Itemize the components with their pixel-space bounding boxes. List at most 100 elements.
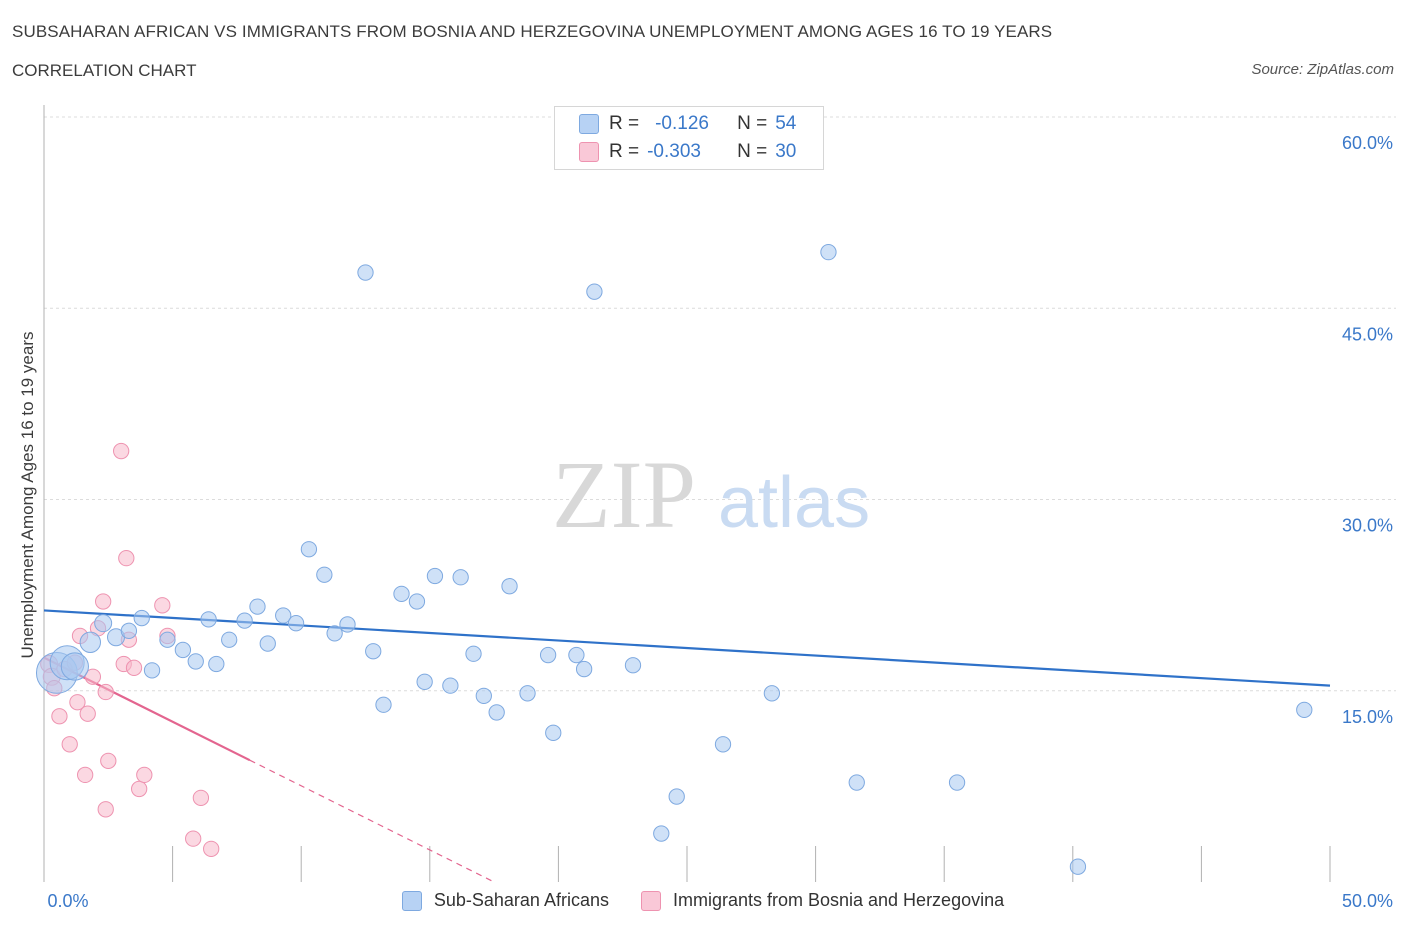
subsaharan-point [393, 585, 410, 602]
subsaharan-point [948, 774, 966, 791]
r-value: -0.303 [647, 141, 701, 162]
subsaharan-point [848, 774, 865, 791]
subsaharan-point [79, 631, 101, 653]
subsaharan-point [452, 569, 469, 586]
bosnia-point [61, 736, 78, 753]
subsaharan-point [174, 641, 192, 659]
subsaharan-point [326, 625, 343, 642]
subsaharan-point [208, 655, 225, 673]
subsaharan-point [375, 696, 392, 713]
y-tick-label: 60.0% [1342, 133, 1393, 153]
subsaharan-point [653, 825, 670, 842]
bosnia-point [79, 705, 96, 722]
pink-swatch [579, 142, 599, 162]
subsaharan-point [287, 615, 305, 632]
subsaharan-point [300, 541, 318, 558]
blue-swatch [579, 114, 599, 134]
series-subsaharan-points [35, 244, 1313, 875]
subsaharan-point [488, 704, 505, 721]
subsaharan-point [1296, 701, 1313, 719]
subsaharan-point [94, 614, 113, 633]
legend-item-subsaharan[interactable]: Sub-Saharan Africans [401, 890, 609, 911]
bosnia-trend-extension [249, 759, 495, 883]
r-label: R = [609, 113, 640, 134]
bosnia-point [192, 789, 210, 806]
bosnia-point [77, 766, 94, 784]
pink-swatch [640, 890, 661, 911]
subsaharan-point [539, 646, 557, 664]
subsaharan-point [763, 685, 781, 702]
legend-row-subsaharan: R = -0.126 N = 54 [579, 112, 796, 136]
blue-swatch [401, 890, 422, 911]
n-value: 54 [775, 113, 797, 134]
subsaharan-point [519, 685, 536, 702]
legend-label-subsaharan: Sub-Saharan Africans [433, 890, 609, 910]
bosnia-point [125, 659, 143, 676]
bosnia-point [203, 840, 220, 857]
subsaharan-point [236, 612, 253, 629]
source-label: Source: ZipAtlas.com [1251, 61, 1394, 78]
legend-item-bosnia[interactable]: Immigrants from Bosnia and Herzegovina [640, 890, 1005, 911]
bosnia-point [97, 801, 114, 818]
subsaharan-point [442, 677, 459, 694]
subsaharan-point [668, 788, 685, 805]
grid-lines [44, 116, 1396, 692]
x-tick-label: 50.0% [1342, 891, 1393, 911]
watermark-atlas: atlas [718, 463, 870, 543]
trend-lines [43, 609, 1331, 883]
subsaharan-point [416, 673, 433, 690]
r-value: -0.126 [655, 113, 709, 134]
subsaharan-point [143, 662, 161, 679]
subsaharan-point [575, 660, 593, 678]
y-tick-label: 15.0% [1342, 707, 1393, 727]
bosnia-point [69, 694, 86, 711]
bosnia-point [131, 780, 148, 798]
n-value: 30 [775, 141, 797, 162]
legend-row-bosnia: R = -0.303 N = 30 [579, 140, 796, 164]
bosnia-point [113, 442, 130, 460]
subsaharan-point [568, 646, 585, 664]
legend-label-bosnia: Immigrants from Bosnia and Herzegovina [672, 890, 1005, 910]
subsaharan-point [408, 593, 426, 610]
bosnia-point [118, 550, 135, 567]
series-legend: Sub-Saharan Africans Immigrants from Bos… [0, 890, 1406, 911]
bosnia-point [154, 597, 171, 614]
subsaharan-point [1069, 858, 1087, 875]
axes [43, 105, 1331, 882]
subsaharan-point [159, 631, 176, 648]
subsaharan-point [120, 622, 138, 639]
x-tick-label: 0.0% [47, 891, 88, 911]
subsaharan-point [221, 631, 238, 648]
bosnia-point [51, 708, 68, 725]
subsaharan-point [586, 283, 603, 300]
n-label: N = [737, 113, 768, 134]
subsaharan-point [357, 264, 374, 281]
subsaharan-point [60, 652, 89, 681]
subsaharan-point [820, 244, 837, 261]
bosnia-point [95, 593, 112, 610]
y-tick-label: 45.0% [1342, 324, 1393, 344]
subsaharan-point [133, 609, 150, 627]
subsaharan-point [187, 653, 204, 670]
subsaharan-point [316, 566, 333, 583]
n-label: N = [737, 141, 768, 162]
chart-subtitle: CORRELATION CHART [12, 61, 197, 80]
correlation-legend: R = -0.126 N = 54 R = -0.303 N = 30 [554, 106, 824, 170]
subsaharan-point [426, 567, 444, 585]
subsaharan-point [249, 598, 266, 615]
y-tick-label: 30.0% [1342, 516, 1393, 536]
r-label: R = [609, 141, 640, 162]
subsaharan-point [714, 736, 732, 753]
subsaharan-point [365, 643, 382, 660]
subsaharan-point [501, 578, 518, 595]
tick-labels: 15.0% 30.0% 45.0% 60.0% 0.0% 50.0% [47, 133, 1393, 911]
bosnia-point [100, 752, 117, 770]
subsaharan-point [465, 645, 482, 662]
subsaharan-point [545, 724, 562, 741]
bosnia-point [97, 683, 114, 701]
bosnia-point [84, 668, 102, 685]
subsaharan-point [475, 687, 492, 704]
y-axis-label: Unemployment Among Ages 16 to 19 years [18, 331, 37, 659]
bosnia-point [136, 766, 153, 784]
